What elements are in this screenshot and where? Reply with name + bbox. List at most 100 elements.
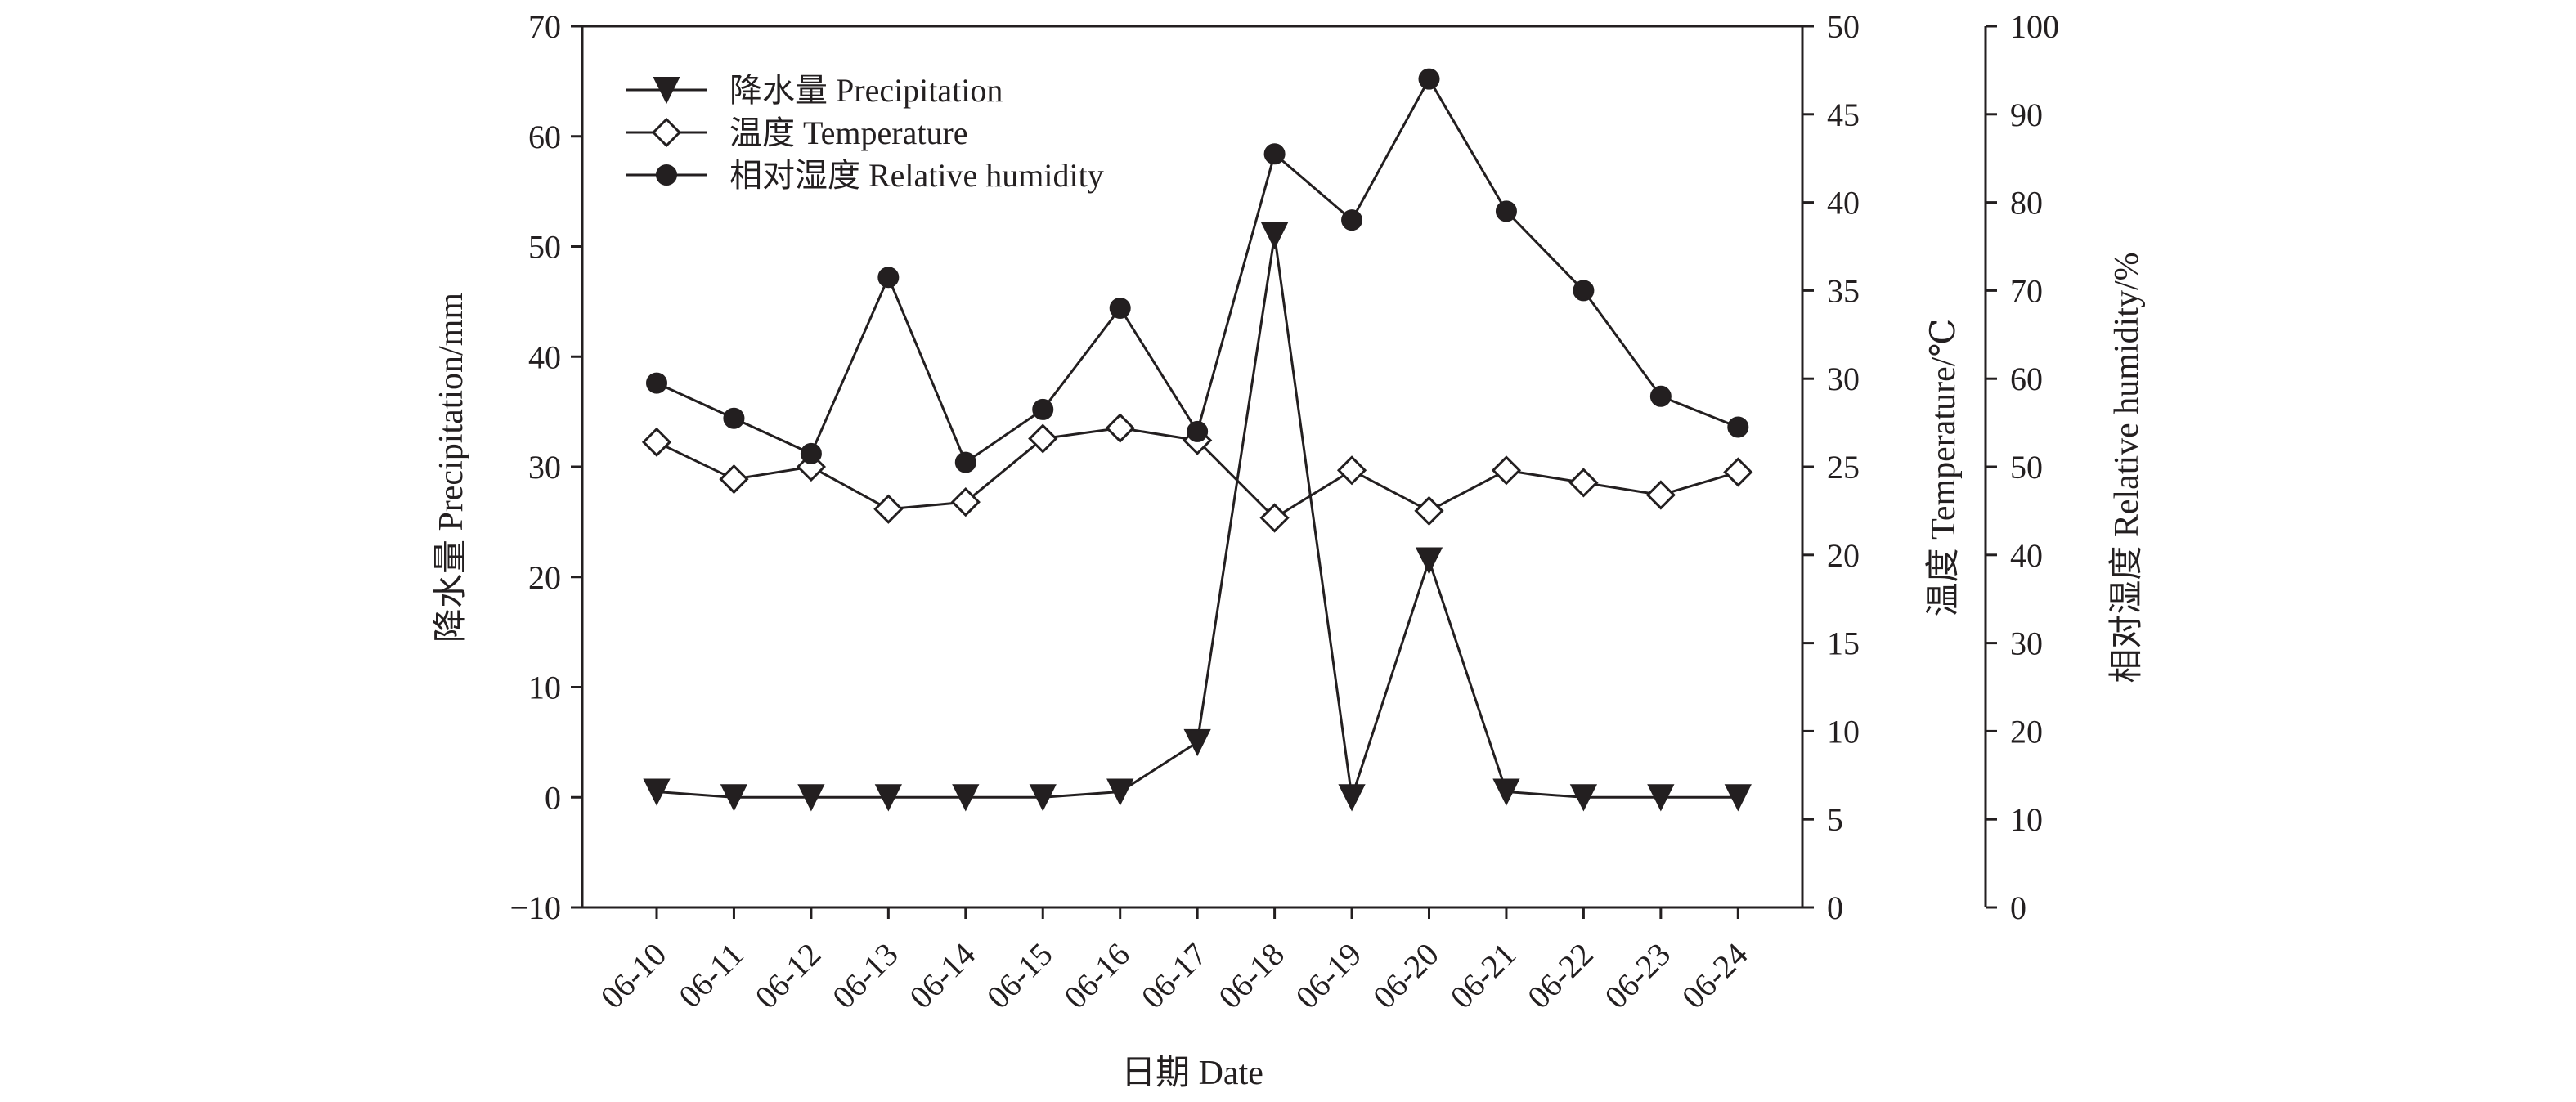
temperature-point bbox=[1645, 480, 1676, 510]
precipitation-point bbox=[1415, 547, 1443, 575]
y-tick-label-precipitation: −10 bbox=[509, 889, 561, 926]
precipitation-point bbox=[1724, 784, 1752, 812]
y-tick-label-humidity: 40 bbox=[2010, 537, 2043, 574]
y-tick-label-precipitation: 0 bbox=[545, 779, 561, 816]
x-tick-label: 06-19 bbox=[1289, 936, 1369, 1016]
humidity-point bbox=[1341, 209, 1363, 231]
x-tick-label: 06-17 bbox=[1134, 936, 1214, 1016]
legend-label-temperature: 温度 Temperature bbox=[729, 114, 968, 151]
precipitation-point bbox=[643, 778, 671, 806]
x-tick-label: 06-22 bbox=[1520, 936, 1600, 1016]
y-axis-title-precipitation: 降水量 Precipitation/mm bbox=[433, 293, 470, 643]
legend-marker-precipitation bbox=[653, 77, 680, 105]
y-tick-label-humidity: 0 bbox=[2010, 889, 2026, 926]
humidity-point bbox=[646, 372, 667, 394]
x-tick-label: 06-12 bbox=[747, 936, 828, 1016]
temperature-point bbox=[950, 486, 981, 517]
y-tick-label-humidity: 20 bbox=[2010, 713, 2043, 750]
x-tick-label: 06-13 bbox=[825, 936, 905, 1016]
x-tick-label: 06-20 bbox=[1366, 936, 1446, 1016]
humidity-point bbox=[1727, 416, 1749, 438]
legend-marker-humidity bbox=[656, 164, 677, 186]
y-tick-label-temperature: 20 bbox=[1827, 537, 1860, 574]
y-tick-label-temperature: 50 bbox=[1827, 8, 1860, 45]
humidity-point bbox=[723, 407, 745, 429]
legend: 降水量 Precipitation 温度 Temperature 相对湿度 Rela… bbox=[626, 72, 1104, 194]
y-tick-label-humidity: 90 bbox=[2010, 96, 2043, 133]
legend-label-precipitation: 降水量 Precipitation bbox=[729, 72, 1003, 109]
temperature-point bbox=[1414, 495, 1444, 526]
x-tick-label: 06-23 bbox=[1597, 936, 1677, 1016]
precipitation-point bbox=[1492, 778, 1520, 806]
precipitation-point bbox=[874, 784, 902, 812]
humidity-point bbox=[954, 451, 976, 473]
y-tick-label-temperature: 30 bbox=[1827, 361, 1860, 397]
x-tick-label: 06-21 bbox=[1443, 936, 1524, 1016]
humidity-point bbox=[1495, 200, 1517, 222]
precipitation-point bbox=[1647, 784, 1675, 812]
precipitation-point bbox=[720, 784, 748, 812]
x-tick-label: 06-16 bbox=[1057, 936, 1137, 1016]
series-group bbox=[641, 68, 1753, 812]
legend-marker-temperature bbox=[651, 117, 682, 148]
y-axis-title-humidity: 相对湿度 Relative humidity/% bbox=[2108, 252, 2146, 683]
precipitation-point bbox=[952, 784, 980, 812]
y-tick-label-temperature: 35 bbox=[1827, 272, 1860, 309]
temperature-point bbox=[1259, 503, 1290, 533]
legend-label-humidity: 相对湿度 Relative humidity bbox=[729, 157, 1104, 194]
y-tick-label-precipitation: 50 bbox=[528, 229, 561, 266]
y-tick-label-temperature: 40 bbox=[1827, 185, 1860, 222]
y-tick-label-humidity: 80 bbox=[2010, 185, 2043, 222]
temperature-point bbox=[1568, 468, 1599, 498]
humidity-point bbox=[1649, 385, 1672, 407]
y-tick-label-precipitation: 30 bbox=[528, 449, 561, 486]
temperature-point bbox=[1723, 457, 1753, 487]
precipitation-point bbox=[1569, 784, 1598, 812]
x-axis-title: 日期 Date bbox=[1121, 1055, 1263, 1092]
y-tick-label-humidity: 50 bbox=[2010, 449, 2043, 486]
precipitation-point bbox=[797, 784, 825, 812]
x-tick-label: 06-11 bbox=[671, 936, 751, 1015]
temperature-point bbox=[719, 464, 749, 495]
y-tick-label-precipitation: 10 bbox=[528, 670, 561, 706]
humidity-point bbox=[1418, 68, 1440, 90]
y-tick-label-precipitation: 40 bbox=[528, 338, 561, 375]
temperature-point bbox=[1105, 413, 1135, 443]
y-tick-label-precipitation: 60 bbox=[528, 119, 561, 155]
humidity-point bbox=[877, 267, 900, 289]
humidity-point bbox=[1032, 398, 1054, 420]
humidity-point bbox=[1573, 280, 1595, 302]
temperature-point bbox=[873, 494, 904, 524]
y-tick-label-temperature: 5 bbox=[1827, 801, 1843, 838]
y-tick-label-precipitation: 70 bbox=[528, 8, 561, 45]
x-tick-label: 06-14 bbox=[902, 936, 982, 1016]
y-tick-label-humidity: 70 bbox=[2010, 272, 2043, 309]
axes: −10 0 10 20 30 40 50 60 70 0 5 10 15 20 25 30 35 40 45 50 0 1… bbox=[433, 8, 2146, 1092]
precipitation-line bbox=[656, 235, 1739, 799]
precipitation-point bbox=[1338, 784, 1366, 812]
x-tick-label: 06-24 bbox=[1675, 936, 1755, 1016]
y-tick-label-temperature: 25 bbox=[1827, 449, 1860, 486]
y-tick-label-temperature: 0 bbox=[1827, 889, 1843, 926]
precipitation-point bbox=[1106, 778, 1134, 806]
y-tick-label-temperature: 15 bbox=[1827, 625, 1860, 662]
x-tick-label: 06-18 bbox=[1211, 936, 1291, 1016]
y-tick-label-humidity: 100 bbox=[2010, 8, 2059, 45]
temperature-point bbox=[641, 427, 672, 457]
y-tick-label-humidity: 10 bbox=[2010, 801, 2043, 838]
temperature-point bbox=[1491, 455, 1522, 486]
humidity-point bbox=[1263, 143, 1286, 165]
temperature-point bbox=[1028, 423, 1058, 454]
precipitation-point bbox=[1029, 784, 1057, 812]
y-tick-label-temperature: 45 bbox=[1827, 96, 1860, 133]
y-axis-title-temperature: 温度 Temperature/℃ bbox=[1925, 319, 1963, 617]
humidity-point bbox=[1109, 297, 1131, 319]
precipitation-point bbox=[1260, 222, 1289, 250]
precipitation-point bbox=[1183, 728, 1211, 757]
y-tick-label-precipitation: 20 bbox=[528, 559, 561, 596]
y-tick-label-humidity: 60 bbox=[2010, 361, 2043, 397]
y-tick-label-humidity: 30 bbox=[2010, 625, 2043, 662]
y-tick-label-temperature: 10 bbox=[1827, 713, 1860, 750]
humidity-point bbox=[1187, 420, 1209, 442]
